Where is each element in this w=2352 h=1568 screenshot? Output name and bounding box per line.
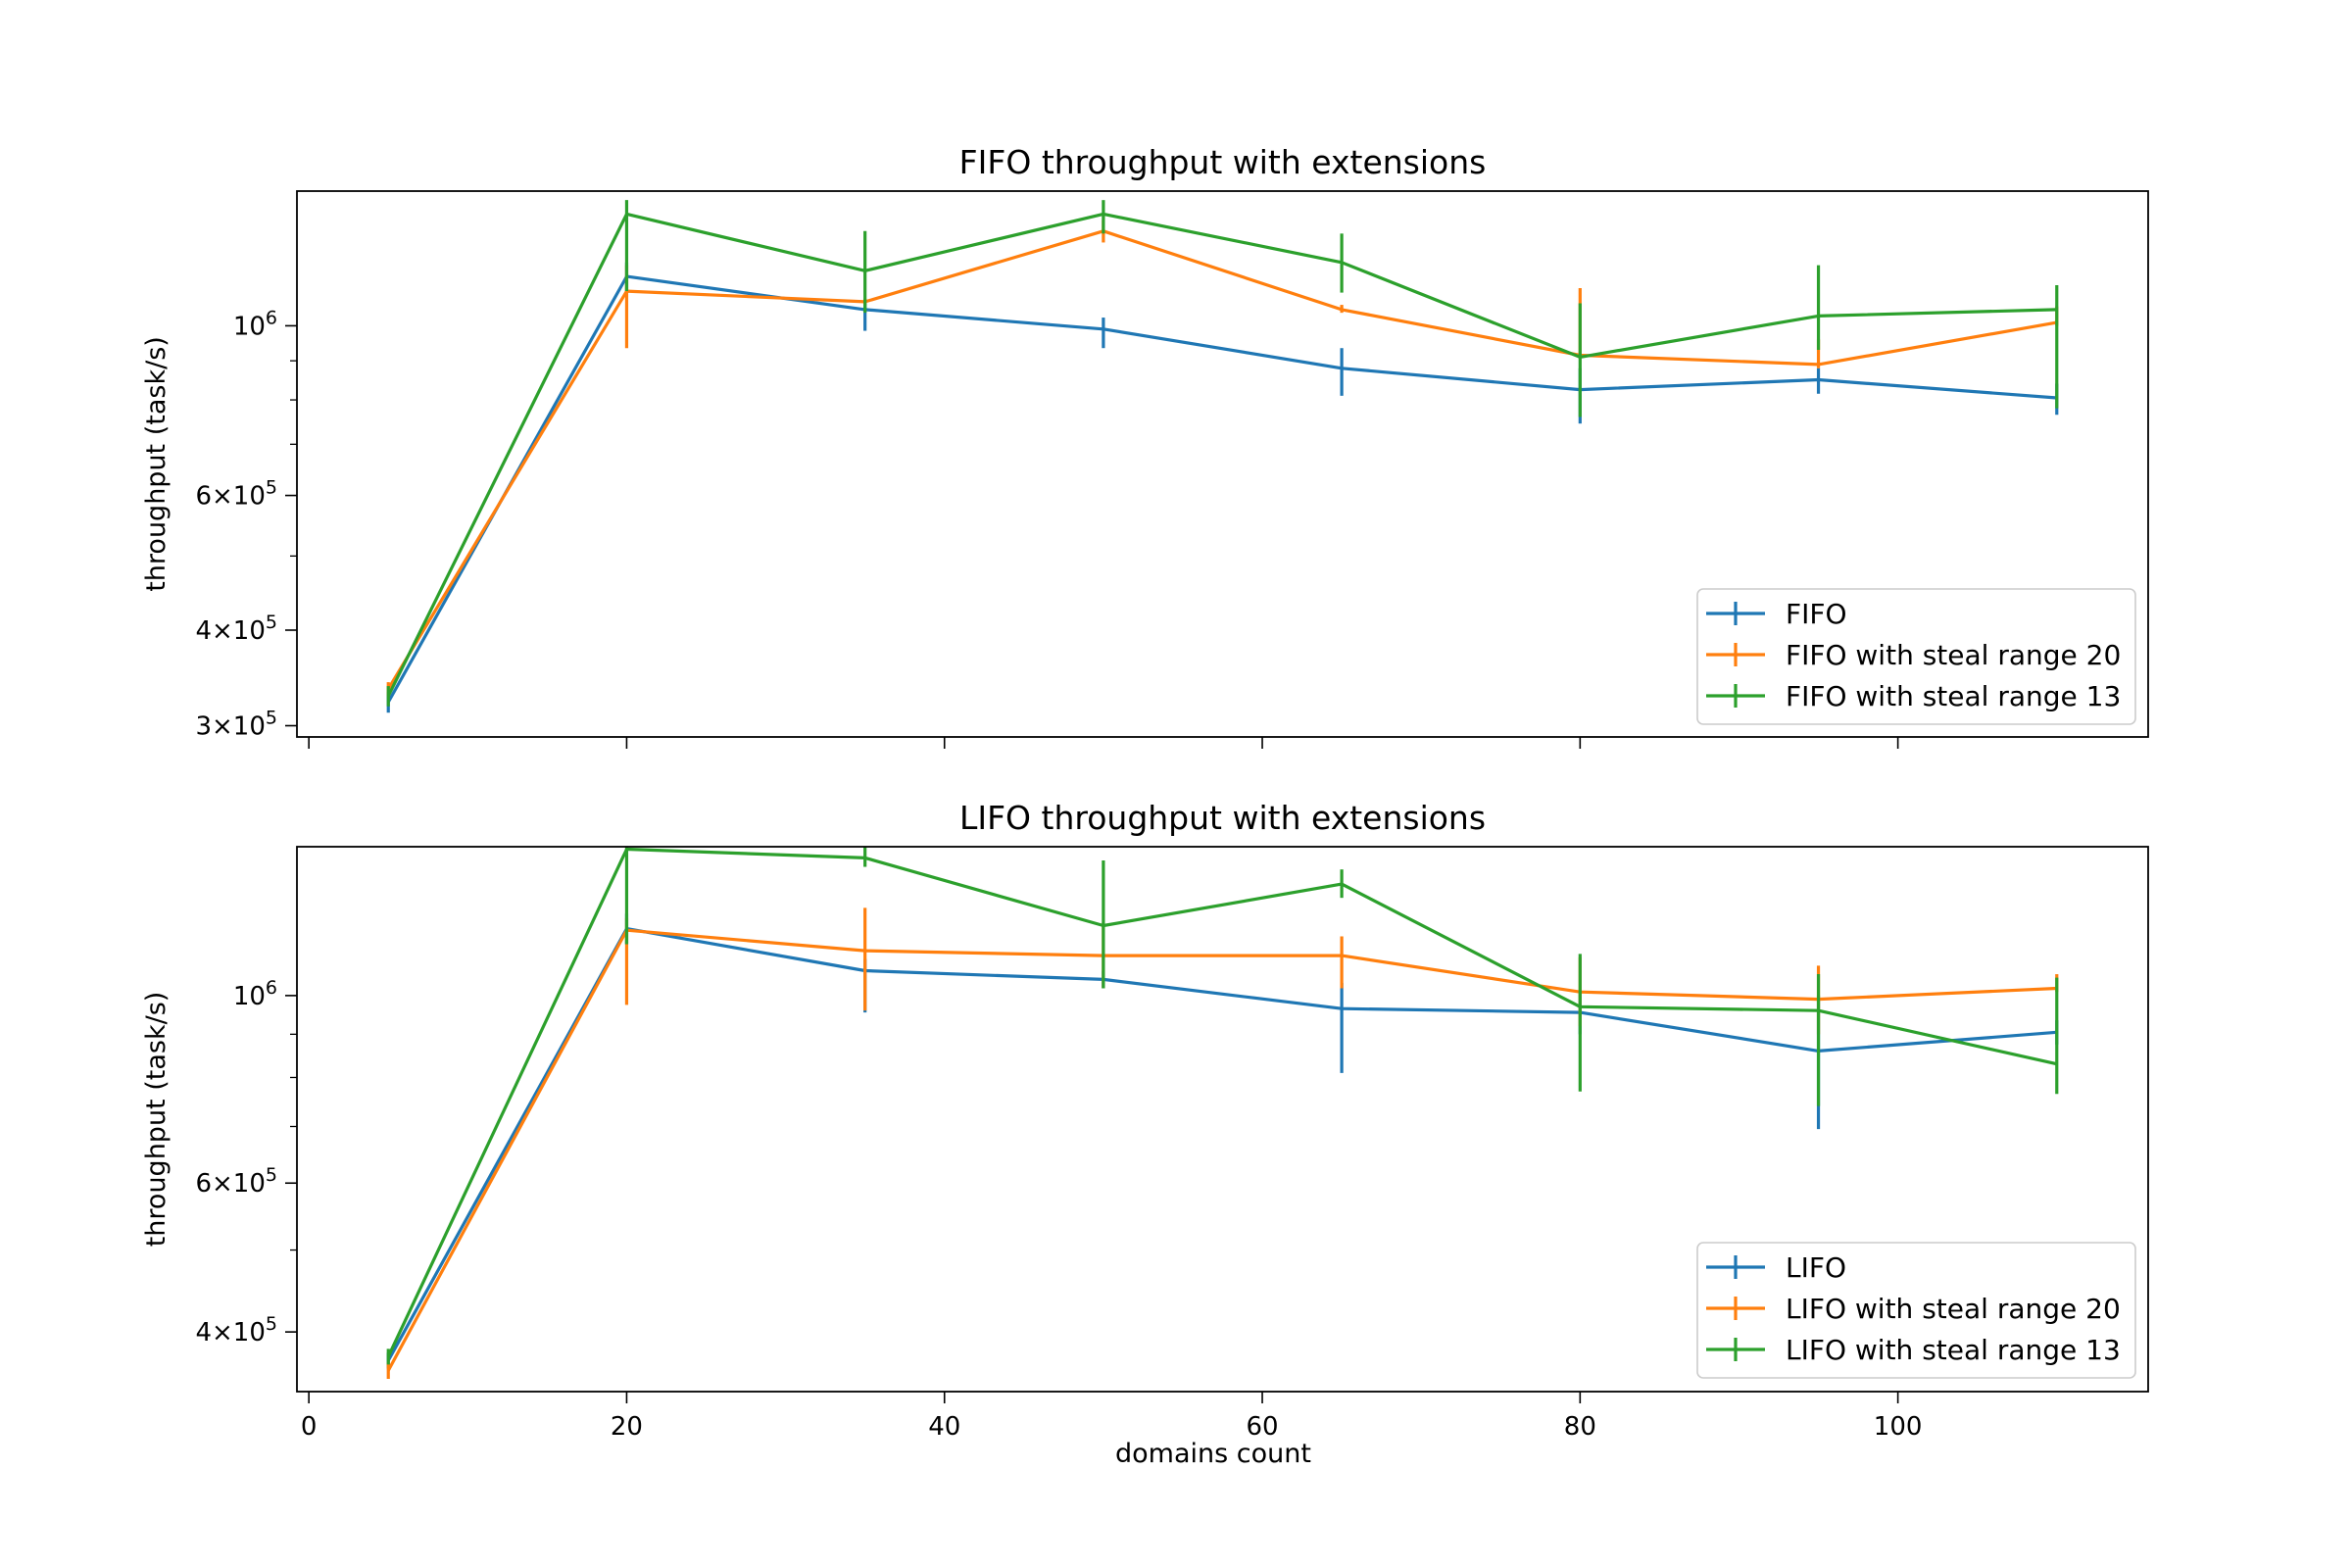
legend-box xyxy=(1696,1242,2136,1379)
x-tick-label: 80 xyxy=(1564,1412,1596,1442)
y-axis-label: throughput (task/s) xyxy=(141,992,172,1248)
y-tick-label: 4×105 xyxy=(195,1313,277,1348)
y-tick-label: 106 xyxy=(233,307,277,341)
y-tick-label: 3×105 xyxy=(195,708,277,742)
lifo-panel: LIFO throughput with extensions throughpu… xyxy=(141,799,2149,1442)
x-tick-label: 0 xyxy=(301,1412,318,1442)
x-tick-label: 60 xyxy=(1246,1412,1278,1442)
plot-area xyxy=(386,847,2059,1380)
legend-label: LIFO with steal range 20 xyxy=(1786,1293,2121,1325)
x-tick-label: 40 xyxy=(928,1412,960,1442)
legend-label: LIFO with steal range 13 xyxy=(1786,1334,2121,1366)
legend-box xyxy=(1696,588,2136,725)
series-line-3 xyxy=(386,212,2057,698)
series-line-2 xyxy=(386,928,2057,1372)
legend-label: FIFO with steal range 20 xyxy=(1786,639,2121,671)
chart-title: FIFO throughput with extensions xyxy=(959,143,1487,181)
y-tick-label: 4×105 xyxy=(195,612,277,646)
fifo-panel: FIFO throughput with extensions throughpu… xyxy=(141,143,2149,749)
series-line-2 xyxy=(386,229,2058,690)
x-tick-label: 20 xyxy=(611,1412,643,1442)
y-tick-label: 6×105 xyxy=(195,477,277,512)
series-line-1 xyxy=(386,926,2057,1362)
series-line-1 xyxy=(386,274,2057,704)
legend-label: FIFO xyxy=(1786,598,1847,630)
legend-label: FIFO with steal range 13 xyxy=(1786,680,2121,712)
legend-label: LIFO xyxy=(1786,1251,1846,1284)
y-tick-label: 106 xyxy=(233,977,277,1011)
plot-frame xyxy=(296,846,2149,1393)
plot-area xyxy=(386,200,2059,713)
series-line-3 xyxy=(386,847,2058,1357)
chart-title: LIFO throughput with extensions xyxy=(959,799,1486,837)
x-axis-label: domains count xyxy=(1115,1439,1311,1469)
x-tick-label: 100 xyxy=(1874,1412,1923,1442)
plot-frame xyxy=(296,190,2149,738)
y-axis-label: throughput (task/s) xyxy=(141,336,172,592)
y-tick-label: 6×105 xyxy=(195,1164,277,1199)
